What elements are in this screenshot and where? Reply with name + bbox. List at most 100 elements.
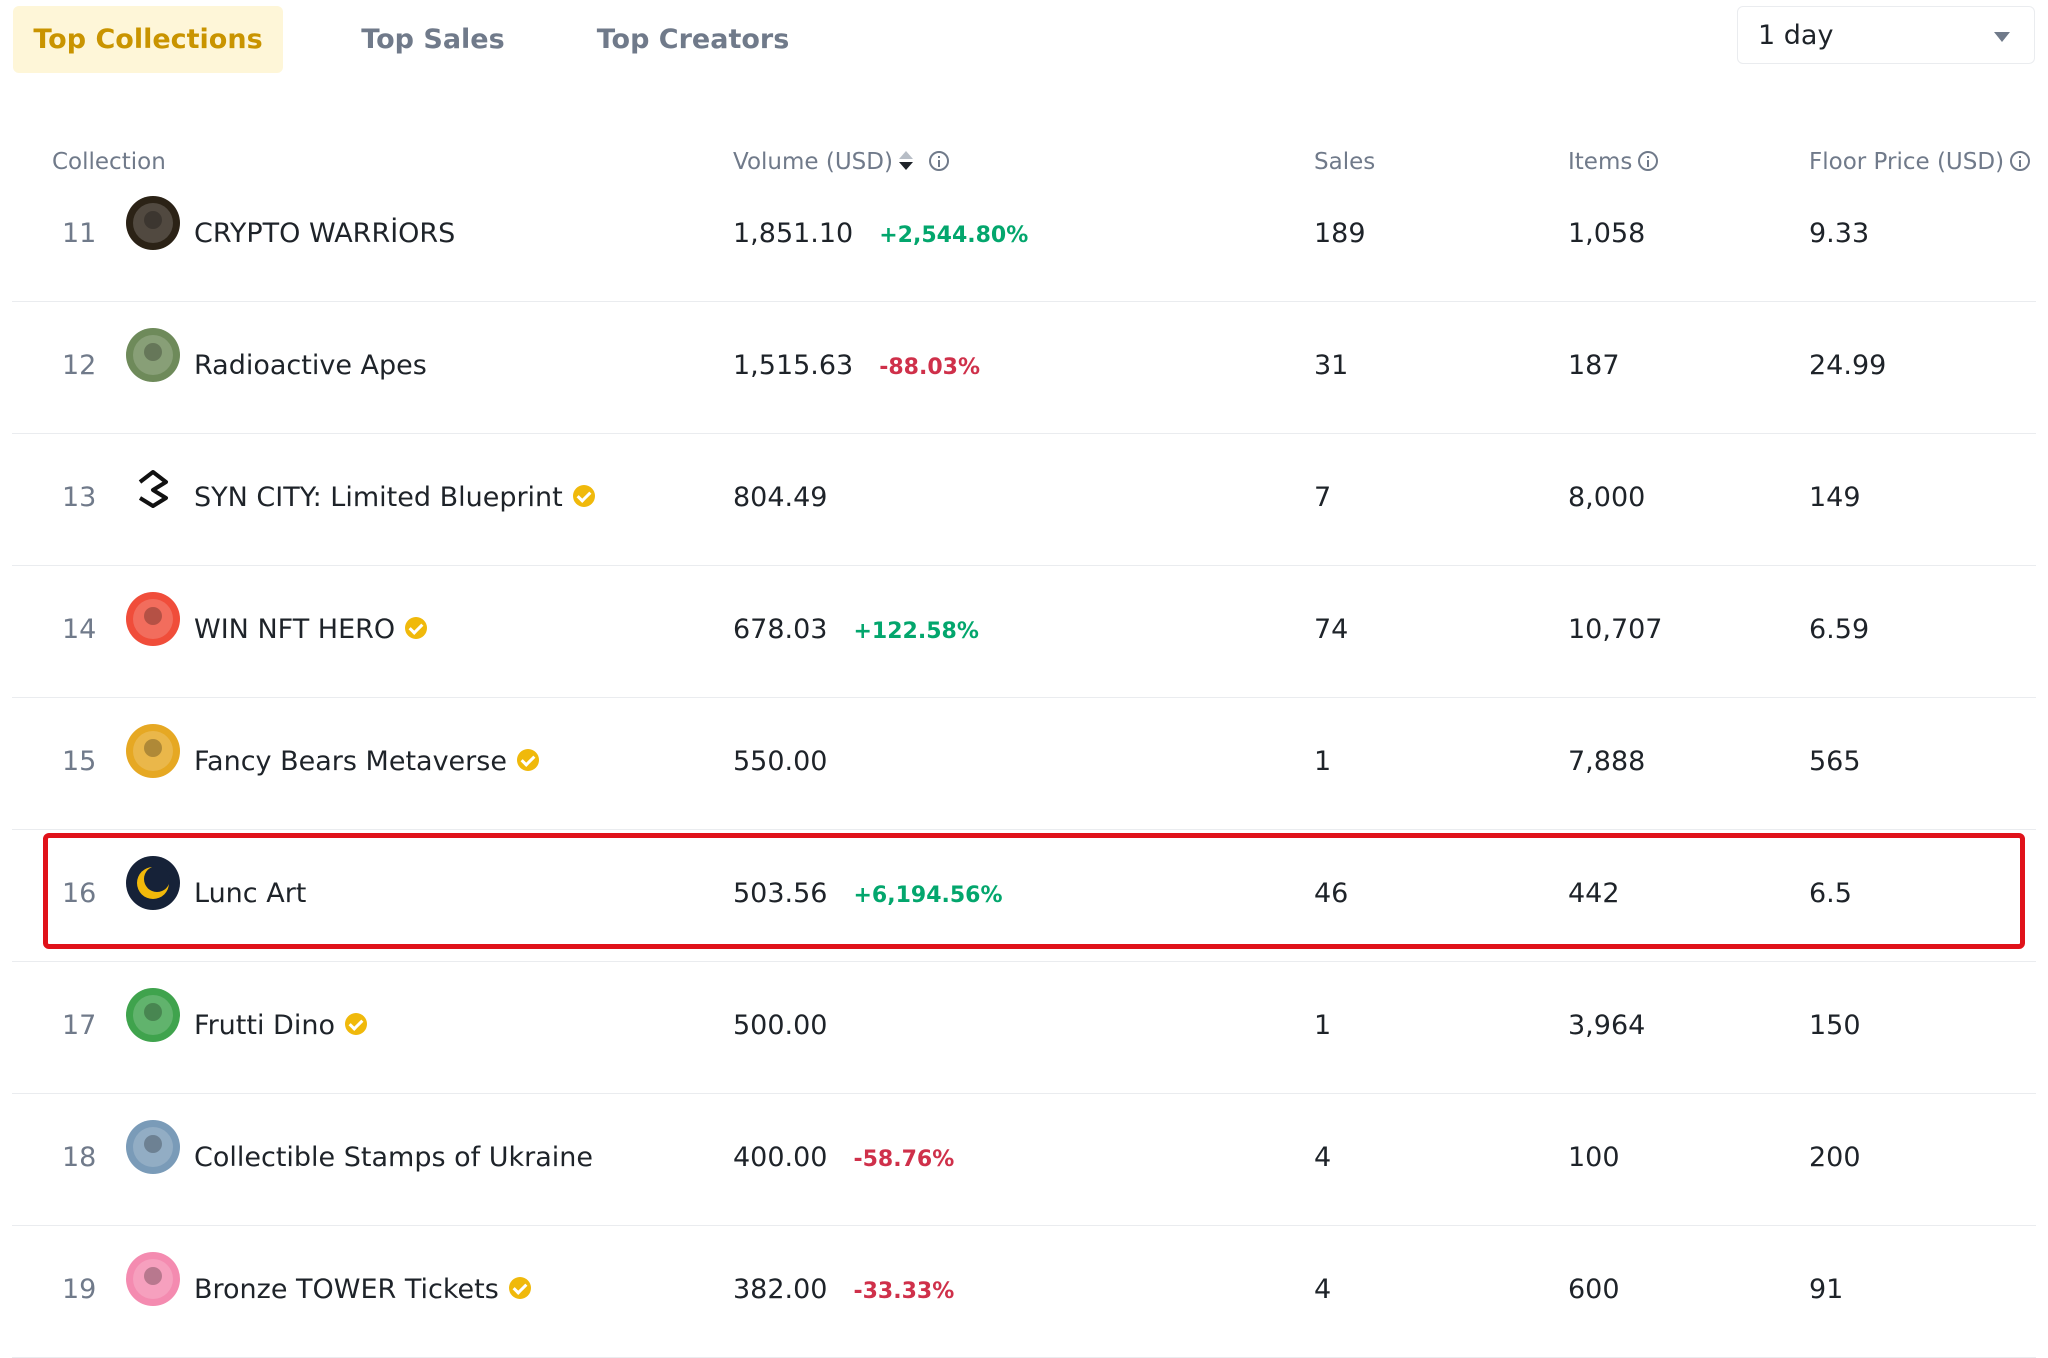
items-value-text: 187 xyxy=(1568,350,1620,381)
column-header-volume-label: Volume (USD) xyxy=(733,149,893,175)
collection-avatar[interactable] xyxy=(126,196,180,250)
collection-avatar[interactable] xyxy=(126,328,180,382)
table-row[interactable]: 13 SYN CITY: Limited Blueprint 804.49 7 8,00… xyxy=(12,434,2036,566)
collection-avatar[interactable] xyxy=(126,1252,180,1306)
collection-name[interactable]: Collectible Stamps of Ukraine xyxy=(194,1142,593,1173)
items-value: 3,964 xyxy=(1568,1010,1645,1041)
volume-value: 1,515.63 -88.03% xyxy=(733,350,980,381)
collection-name[interactable]: SYN CITY: Limited Blueprint xyxy=(194,482,595,513)
volume-change-percent: +122.58% xyxy=(853,619,979,644)
rank-number: 15 xyxy=(62,746,96,777)
volume-value-text: 804.49 xyxy=(733,482,828,513)
sales-value-text: 189 xyxy=(1314,218,1366,249)
sales-value-text: 1 xyxy=(1314,1010,1332,1041)
collection-name-text: CRYPTO WARRİORS xyxy=(194,218,456,249)
column-header-items-label: Items xyxy=(1568,149,1633,175)
table-row[interactable]: 17 Frutti Dino 500.00 1 3,964 150 xyxy=(12,962,2036,1094)
floor-price-value: 149 xyxy=(1809,482,1861,513)
collection-name-text: Bronze TOWER Tickets xyxy=(194,1274,499,1305)
volume-value-text: 1,851.10 xyxy=(733,218,854,249)
sales-value: 46 xyxy=(1314,878,1348,909)
sales-value: 1 xyxy=(1314,1010,1331,1041)
items-value-text: 7,888 xyxy=(1568,746,1646,777)
volume-value: 503.56 +6,194.56% xyxy=(733,878,1003,909)
floor-price-value-text: 24.99 xyxy=(1809,350,1887,381)
rank-number-text: 19 xyxy=(62,1274,97,1305)
collection-name[interactable]: Radioactive Apes xyxy=(194,350,427,381)
collection-name[interactable]: Bronze TOWER Tickets xyxy=(194,1274,531,1305)
sales-value: 189 xyxy=(1314,218,1366,249)
sales-value-text: 31 xyxy=(1314,350,1349,381)
floor-price-value: 6.59 xyxy=(1809,614,1869,645)
volume-value: 804.49 xyxy=(733,482,827,513)
floor-price-value: 150 xyxy=(1809,1010,1861,1041)
collection-name-text: Lunc Art xyxy=(194,878,307,909)
sales-value: 4 xyxy=(1314,1274,1331,1305)
rank-number-text: 11 xyxy=(62,218,97,249)
collection-name[interactable]: WIN NFT HERO xyxy=(194,614,428,645)
items-value-text: 8,000 xyxy=(1568,482,1646,513)
floor-price-value: 565 xyxy=(1809,746,1861,777)
floor-price-value-text: 91 xyxy=(1809,1274,1844,1305)
collection-name[interactable]: Lunc Art xyxy=(194,878,306,909)
floor-price-value-text: 565 xyxy=(1809,746,1861,777)
collection-avatar[interactable] xyxy=(126,460,180,514)
collection-avatar[interactable] xyxy=(126,724,180,778)
column-header-items: Items xyxy=(1568,140,1659,184)
volume-value-text: 503.56 xyxy=(733,878,828,909)
collection-name[interactable]: Fancy Bears Metaverse xyxy=(194,746,539,777)
table-row[interactable]: 11 CRYPTO WARRİORS 1,851.10 +2,544.80% 189 1,… xyxy=(12,170,2036,302)
info-icon[interactable] xyxy=(928,150,949,171)
sales-value: 4 xyxy=(1314,1142,1331,1173)
sales-value-text: 4 xyxy=(1314,1142,1332,1173)
table-row[interactable]: 19 Bronze TOWER Tickets 382.00 -33.33% 4 600 9… xyxy=(12,1226,2036,1358)
collection-name-text: Collectible Stamps of Ukraine xyxy=(194,1142,593,1173)
sort-icon[interactable] xyxy=(898,150,913,172)
floor-price-value-text: 200 xyxy=(1809,1142,1861,1173)
rank-number: 12 xyxy=(62,350,96,381)
table-row[interactable]: 16 Lunc Art 503.56 +6,194.56% 46 442 6.5 xyxy=(12,830,2036,962)
rank-number-text: 14 xyxy=(62,614,97,645)
items-value-text: 10,707 xyxy=(1568,614,1663,645)
period-dropdown-value: 1 day xyxy=(1758,20,1834,51)
table-row[interactable]: 18 Collectible Stamps of Ukraine 400.00 -58… xyxy=(12,1094,2036,1226)
column-header-collection-label: Collection xyxy=(52,149,166,175)
collection-name-text: Fancy Bears Metaverse xyxy=(194,746,507,777)
items-value: 8,000 xyxy=(1568,482,1645,513)
tab-top-creators[interactable]: Top Creators xyxy=(596,24,790,55)
floor-price-value: 91 xyxy=(1809,1274,1843,1305)
floor-price-value: 6.5 xyxy=(1809,878,1852,909)
info-icon[interactable] xyxy=(1638,150,1659,171)
info-icon[interactable] xyxy=(2010,150,2031,171)
sales-value-text: 1 xyxy=(1314,746,1332,777)
table-row[interactable]: 15 Fancy Bears Metaverse 550.00 1 7,888 565 xyxy=(12,698,2036,830)
floor-price-value-text: 6.5 xyxy=(1809,878,1852,909)
collection-name[interactable]: CRYPTO WARRİORS xyxy=(194,218,455,249)
floor-price-value-text: 6.59 xyxy=(1809,614,1870,645)
chevron-down-icon xyxy=(1994,32,2010,42)
tab-top-collections[interactable]: Top Collections xyxy=(13,6,283,73)
table-row[interactable]: 12 Radioactive Apes 1,515.63 -88.03% 31 187 24… xyxy=(12,302,2036,434)
items-value: 1,058 xyxy=(1568,218,1645,249)
volume-value-text: 1,515.63 xyxy=(733,350,854,381)
tab-top-sales[interactable]: Top Sales xyxy=(361,24,505,55)
collection-avatar[interactable] xyxy=(126,592,180,646)
sales-value: 7 xyxy=(1314,482,1331,513)
collection-avatar[interactable] xyxy=(126,856,180,910)
period-dropdown[interactable]: 1 day xyxy=(1737,6,2035,64)
table-row[interactable]: 14 WIN NFT HERO 678.03 +122.58% 74 10,707 6.59 xyxy=(12,566,2036,698)
collection-name[interactable]: Frutti Dino xyxy=(194,1010,367,1041)
volume-value: 500.00 xyxy=(733,1010,827,1041)
collection-avatar[interactable] xyxy=(126,1120,180,1174)
rank-number: 14 xyxy=(62,614,96,645)
floor-price-value-text: 9.33 xyxy=(1809,218,1870,249)
rank-number: 18 xyxy=(62,1142,96,1173)
rank-number-text: 18 xyxy=(62,1142,97,1173)
volume-value: 1,851.10 +2,544.80% xyxy=(733,218,1028,249)
volume-value: 678.03 +122.58% xyxy=(733,614,979,645)
column-header-sales-label: Sales xyxy=(1314,149,1376,175)
rank-number: 17 xyxy=(62,1010,96,1041)
column-header-volume[interactable]: Volume (USD) xyxy=(733,140,949,184)
collection-avatar[interactable] xyxy=(126,988,180,1042)
items-value: 100 xyxy=(1568,1142,1620,1173)
